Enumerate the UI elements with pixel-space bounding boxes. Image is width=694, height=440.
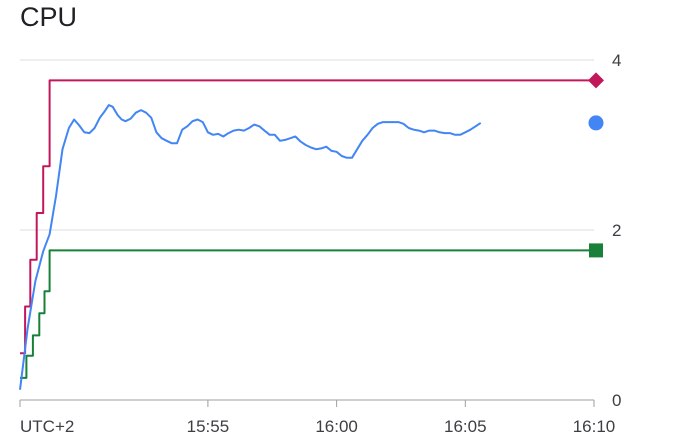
x-tick-label: 16:00 (315, 417, 358, 436)
x-tick-label: 16:10 (573, 417, 616, 436)
series-line-square (20, 249, 594, 379)
x-tick-label: 16:05 (444, 417, 487, 436)
series-marker-diamond (588, 72, 604, 89)
y-tick-label: 4 (612, 51, 621, 70)
axes: 0 2 4 UTC+2 15:55 16:00 16:05 16:10 (19, 51, 621, 436)
x-tick-label: 15:55 (187, 417, 230, 436)
series-markers (588, 72, 604, 258)
series-lines (19, 79, 594, 390)
gridlines (20, 59, 594, 231)
y-tick-label: 0 (612, 391, 621, 410)
chart-title: CPU (20, 2, 78, 32)
y-tick-label: 2 (612, 221, 621, 240)
series-line-circle (19, 104, 482, 390)
x-tick-label: UTC+2 (20, 417, 74, 436)
series-line-diamond (20, 79, 594, 355)
series-marker-circle (588, 115, 604, 131)
series-marker-square (589, 243, 603, 258)
